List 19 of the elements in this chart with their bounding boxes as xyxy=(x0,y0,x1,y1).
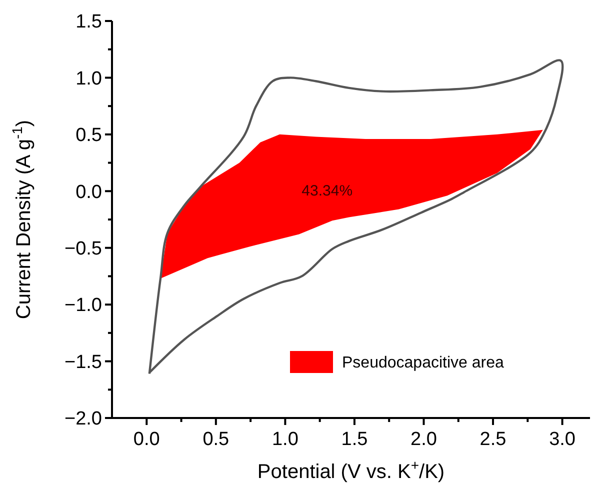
y-tick-label: −1.5 xyxy=(64,352,102,373)
y-tick-label: 0.0 xyxy=(76,182,102,203)
x-tick-label: 2.0 xyxy=(410,429,437,450)
x-tick-label: 0.5 xyxy=(202,429,230,450)
y-tick-label: 1.5 xyxy=(76,12,102,33)
x-tick-label: 1.5 xyxy=(341,429,368,450)
x-axis-title: Potential (V vs. K$^{+}$/K) xyxy=(257,457,445,483)
x-tick-label: 2.5 xyxy=(480,429,506,450)
y-tick-label: 0.5 xyxy=(76,125,102,146)
y-tick-label: −2.0 xyxy=(64,408,102,430)
x-tick-label: 1.0 xyxy=(272,429,298,450)
legend-label: Pseudocapacitive area xyxy=(342,354,504,372)
x-tick-label: 3.0 xyxy=(549,429,576,450)
x-tick-label: 0.0 xyxy=(133,429,160,450)
y-tick-label: −1.0 xyxy=(64,295,102,316)
annotation: 43.34% xyxy=(302,182,353,200)
line-series xyxy=(148,60,564,375)
y-tick-label: 1.0 xyxy=(76,68,102,90)
y-tick-label: −0.5 xyxy=(64,238,102,260)
